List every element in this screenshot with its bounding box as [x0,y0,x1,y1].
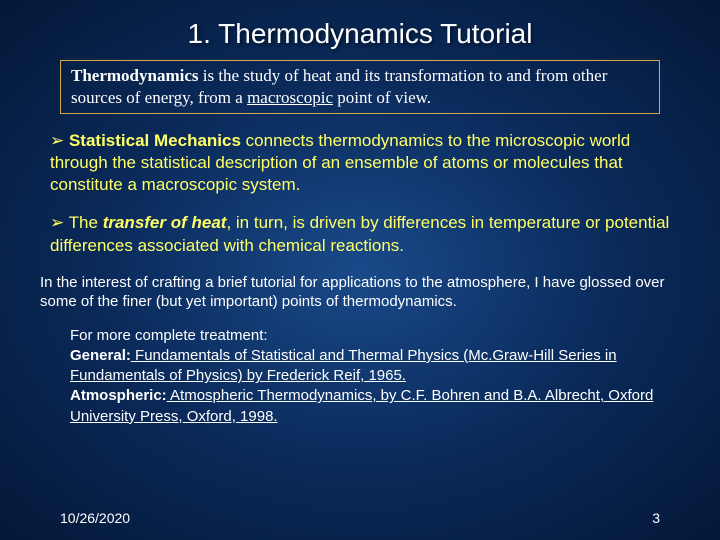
bullet-1: ➢ Statistical Mechanics connects thermod… [50,130,670,196]
tutorial-note: In the interest of crafting a brief tuto… [40,273,680,312]
bullet-1-lead: Statistical Mechanics [69,131,241,150]
slide-footer: 10/26/2020 3 [60,510,660,526]
bullet-arrow-icon: ➢ [50,131,69,150]
bullet-2-lead: The [69,213,103,232]
refs-heading: For more complete treatment: [70,326,680,346]
slide-title: 1. Thermodynamics Tutorial [40,18,680,50]
definition-box: Thermodynamics is the study of heat and … [60,60,660,114]
slide-container: 1. Thermodynamics Tutorial Thermodynamic… [0,0,720,540]
refs-general-text: Fundamentals of Statistical and Thermal … [70,347,617,384]
references-block: For more complete treatment: General: Fu… [70,326,680,427]
footer-date: 10/26/2020 [60,510,130,526]
bullet-2-emphasis: transfer of heat [103,213,227,232]
refs-atm-label: Atmospheric: [70,387,167,404]
definition-term: Thermodynamics [71,66,199,85]
refs-general: General: Fundamentals of Statistical and… [70,346,680,387]
definition-underlined: macroscopic [247,88,333,107]
bullet-arrow-icon: ➢ [50,213,69,232]
definition-text-2: point of view. [333,88,431,107]
bullet-2: ➢ The transfer of heat, in turn, is driv… [50,212,670,256]
refs-atmospheric: Atmospheric: Atmospheric Thermodynamics,… [70,386,680,427]
refs-general-label: General: [70,347,131,364]
footer-page-number: 3 [652,510,660,526]
